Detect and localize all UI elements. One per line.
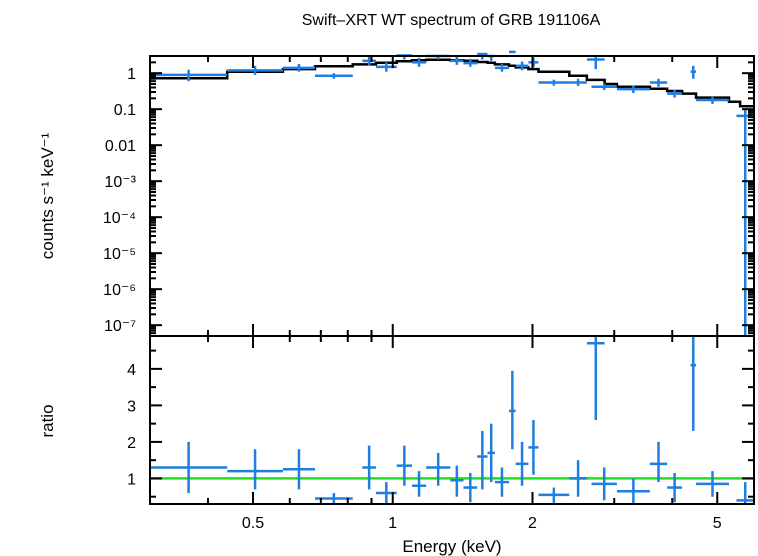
x-tick-label: 2 [528,515,537,532]
spectrum-data-point [362,56,376,66]
ratio-panel: 1 2 3 4 0.5 1 2 5 [127,335,755,532]
ratio-y-tick-label: 4 [127,362,136,379]
spectrum-data-point [616,85,650,94]
ratio-data-point [487,423,495,483]
spectrum-marks [150,50,754,336]
ratio-data-point [616,478,650,504]
ratio-marks [150,336,754,504]
spectrum-data-point [227,65,283,75]
spectrum-data-point [695,96,729,104]
ratio-data-point [411,471,427,497]
spectrum-y-tick-label: 10⁻³ [104,174,136,191]
ratio-data-point [227,449,283,490]
spectrum-panel: 1 0.1 0.01 10⁻³ 10⁻⁴ 10⁻⁵ 10⁻⁶ 10⁻⁷ [103,50,755,337]
spectrum-data-point [591,83,617,91]
ratio-y-ticks: 1 2 3 4 [127,349,754,498]
ratio-y-tick-label: 3 [127,398,136,415]
x-tick-label: 1 [388,515,397,532]
spectrum-y-axis-label: counts s⁻¹ keV⁻¹ [38,132,57,259]
ratio-y-tick-label: 2 [127,435,136,452]
ratio-data-point [477,430,488,490]
ratio-data-point [569,460,587,497]
spectrum-y-tick-label: 0.1 [114,102,136,119]
ratio-data-point [515,441,529,486]
spectrum-data-point [667,90,683,98]
spectrum-data-point [538,79,570,86]
spectrum-data-point [649,78,668,87]
spectrum-data-point [150,69,228,82]
ratio-data-point [450,465,464,497]
ratio-data-point [591,467,617,501]
ratio-data-point [396,445,412,486]
spectrum-data-point [463,58,478,67]
ratio-panel-frame [149,335,755,505]
ratio-data-point [494,467,510,497]
spectrum-data-point [314,73,353,79]
ratio-y-tick-label: 1 [127,471,136,488]
ratio-data-point [667,472,683,503]
ratio-data-point [538,487,570,504]
ratio-x-ticks: 0.5 1 2 5 [149,336,722,532]
ratio-data-point [282,449,315,490]
spectrum-y-tick-label: 10⁻⁷ [104,318,136,335]
ratio-y-axis-label: ratio [38,404,57,437]
chart-title: Swift–XRT WT spectrum of GRB 191106A [302,12,601,29]
x-tick-label: 0.5 [242,515,264,532]
ratio-data-point [463,472,478,503]
x-tick-label: 5 [713,515,722,532]
spectrum-data-point [586,56,605,70]
ratio-data-point [690,336,696,431]
spectrum-y-tick-label: 1 [127,66,136,83]
spectrum-data-point [690,65,696,79]
ratio-data-point [736,482,754,504]
ratio-data-point [695,471,729,497]
spectrum-data-point [450,56,464,65]
spectrum-data-point [736,109,754,336]
spectrum-data-point [494,63,510,72]
spectrum-data-point [569,78,587,87]
ratio-data-point [362,445,376,490]
spectrum-data-point [282,63,315,72]
spectrum-data-point [509,50,516,54]
ratio-data-point [586,336,605,420]
spectrum-panel-frame [149,55,755,337]
spectrum-y-ticks: 1 0.1 0.01 10⁻³ 10⁻⁴ 10⁻⁵ 10⁻⁶ 10⁻⁷ [103,61,754,335]
ratio-data-point [509,370,516,450]
spectrum-y-tick-label: 0.01 [105,138,136,155]
ratio-data-point [649,441,668,483]
spectrum-y-tick-label: 10⁻⁵ [103,246,136,263]
x-axis-label: Energy (keV) [402,537,501,556]
spectrum-y-tick-label: 10⁻⁴ [103,210,136,227]
spectrum-data-point [515,61,529,71]
spectrum-y-tick-label: 10⁻⁶ [103,282,136,299]
model-step-line [150,58,754,108]
spectrum-data-point [411,57,427,67]
ratio-data-point [426,452,451,486]
ratio-data-point [150,441,228,494]
ratio-data-point [528,420,539,475]
spectrum-x-ticks [149,56,719,336]
